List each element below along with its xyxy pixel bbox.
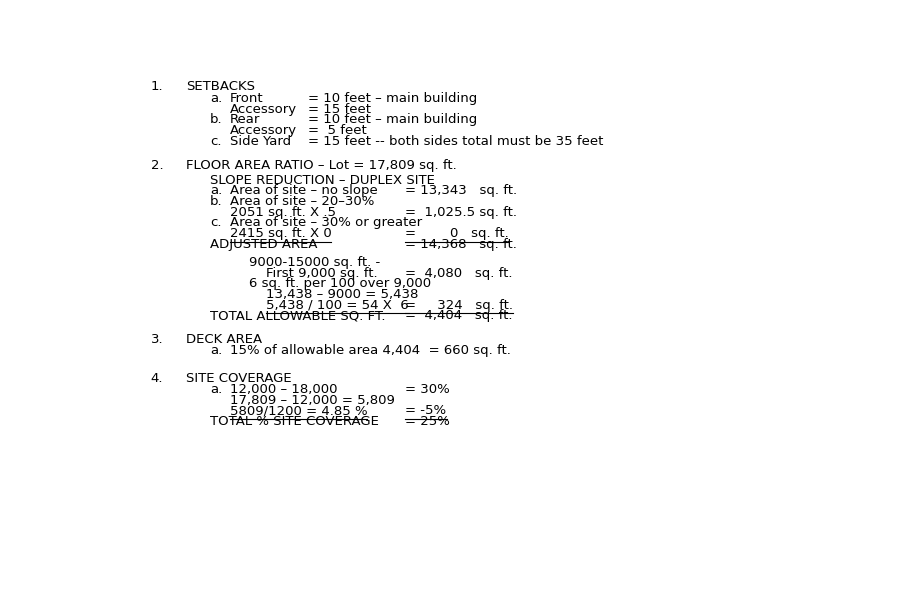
Text: 13,438 – 9000 = 5,438: 13,438 – 9000 = 5,438	[266, 288, 418, 301]
Text: 1.: 1.	[151, 80, 164, 94]
Text: Side Yard: Side Yard	[230, 134, 291, 148]
Text: 2415 sq. ft. X 0: 2415 sq. ft. X 0	[230, 227, 331, 240]
Text: =     324   sq. ft.: = 324 sq. ft.	[405, 299, 513, 311]
Text: =        0   sq. ft.: = 0 sq. ft.	[405, 227, 509, 240]
Text: 2051 sq. ft. X .5: 2051 sq. ft. X .5	[230, 206, 336, 218]
Text: 12,000 – 18,000: 12,000 – 18,000	[230, 383, 338, 396]
Text: FLOOR AREA RATIO – Lot = 17,809 sq. ft.: FLOOR AREA RATIO – Lot = 17,809 sq. ft.	[185, 159, 456, 172]
Text: 15% of allowable area 4,404  = 660 sq. ft.: 15% of allowable area 4,404 = 660 sq. ft…	[230, 344, 510, 357]
Text: b.: b.	[211, 113, 223, 126]
Text: = 10 feet – main building: = 10 feet – main building	[308, 92, 477, 105]
Text: ADJUSTED AREA: ADJUSTED AREA	[211, 238, 318, 251]
Text: a.: a.	[211, 344, 222, 357]
Text: = -5%: = -5%	[405, 404, 446, 418]
Text: 4.: 4.	[151, 373, 164, 385]
Text: a.: a.	[211, 184, 222, 197]
Text: Front: Front	[230, 92, 264, 105]
Text: TOTAL % SITE COVERAGE: TOTAL % SITE COVERAGE	[211, 415, 379, 428]
Text: 9000-15000 sq. ft. -: 9000-15000 sq. ft. -	[248, 256, 380, 269]
Text: = 14,368   sq. ft.: = 14,368 sq. ft.	[405, 238, 518, 251]
Text: SITE COVERAGE: SITE COVERAGE	[185, 373, 292, 385]
Text: =  5 feet: = 5 feet	[308, 124, 366, 137]
Text: 3.: 3.	[151, 333, 164, 346]
Text: =  4,080   sq. ft.: = 4,080 sq. ft.	[405, 266, 513, 280]
Text: 17,809 – 12,000 = 5,809: 17,809 – 12,000 = 5,809	[230, 394, 394, 407]
Text: = 13,343   sq. ft.: = 13,343 sq. ft.	[405, 184, 518, 197]
Text: 6 sq. ft. per 100 over 9,000: 6 sq. ft. per 100 over 9,000	[248, 277, 430, 290]
Text: First 9,000 sq. ft.: First 9,000 sq. ft.	[266, 266, 378, 280]
Text: 5809/1200 = 4.85 %: 5809/1200 = 4.85 %	[230, 404, 367, 418]
Text: TOTAL ALLOWABLE SQ. FT.: TOTAL ALLOWABLE SQ. FT.	[211, 309, 385, 322]
Text: =  4,404   sq. ft.: = 4,404 sq. ft.	[405, 309, 513, 322]
Text: 5,438 / 100 = 54 X  6: 5,438 / 100 = 54 X 6	[266, 299, 409, 311]
Text: Area of site – no slope: Area of site – no slope	[230, 184, 377, 197]
Text: SLOPE REDUCTION – DUPLEX SITE: SLOPE REDUCTION – DUPLEX SITE	[211, 174, 435, 187]
Text: Area of site – 20–30%: Area of site – 20–30%	[230, 195, 374, 208]
Text: = 10 feet – main building: = 10 feet – main building	[308, 113, 477, 126]
Text: = 15 feet -- both sides total must be 35 feet: = 15 feet -- both sides total must be 35…	[308, 134, 603, 148]
Text: DECK AREA: DECK AREA	[185, 333, 262, 346]
Text: a.: a.	[211, 92, 222, 105]
Text: Accessory: Accessory	[230, 103, 297, 116]
Text: c.: c.	[211, 134, 221, 148]
Text: Area of site – 30% or greater: Area of site – 30% or greater	[230, 217, 422, 229]
Text: =  1,025.5 sq. ft.: = 1,025.5 sq. ft.	[405, 206, 518, 218]
Text: Accessory: Accessory	[230, 124, 297, 137]
Text: 2.: 2.	[151, 159, 164, 172]
Text: a.: a.	[211, 383, 222, 396]
Text: b.: b.	[211, 195, 223, 208]
Text: = 15 feet: = 15 feet	[308, 103, 371, 116]
Text: = 25%: = 25%	[405, 415, 450, 428]
Text: c.: c.	[211, 217, 221, 229]
Text: = 30%: = 30%	[405, 383, 450, 396]
Text: SETBACKS: SETBACKS	[185, 80, 255, 94]
Text: Rear: Rear	[230, 113, 260, 126]
